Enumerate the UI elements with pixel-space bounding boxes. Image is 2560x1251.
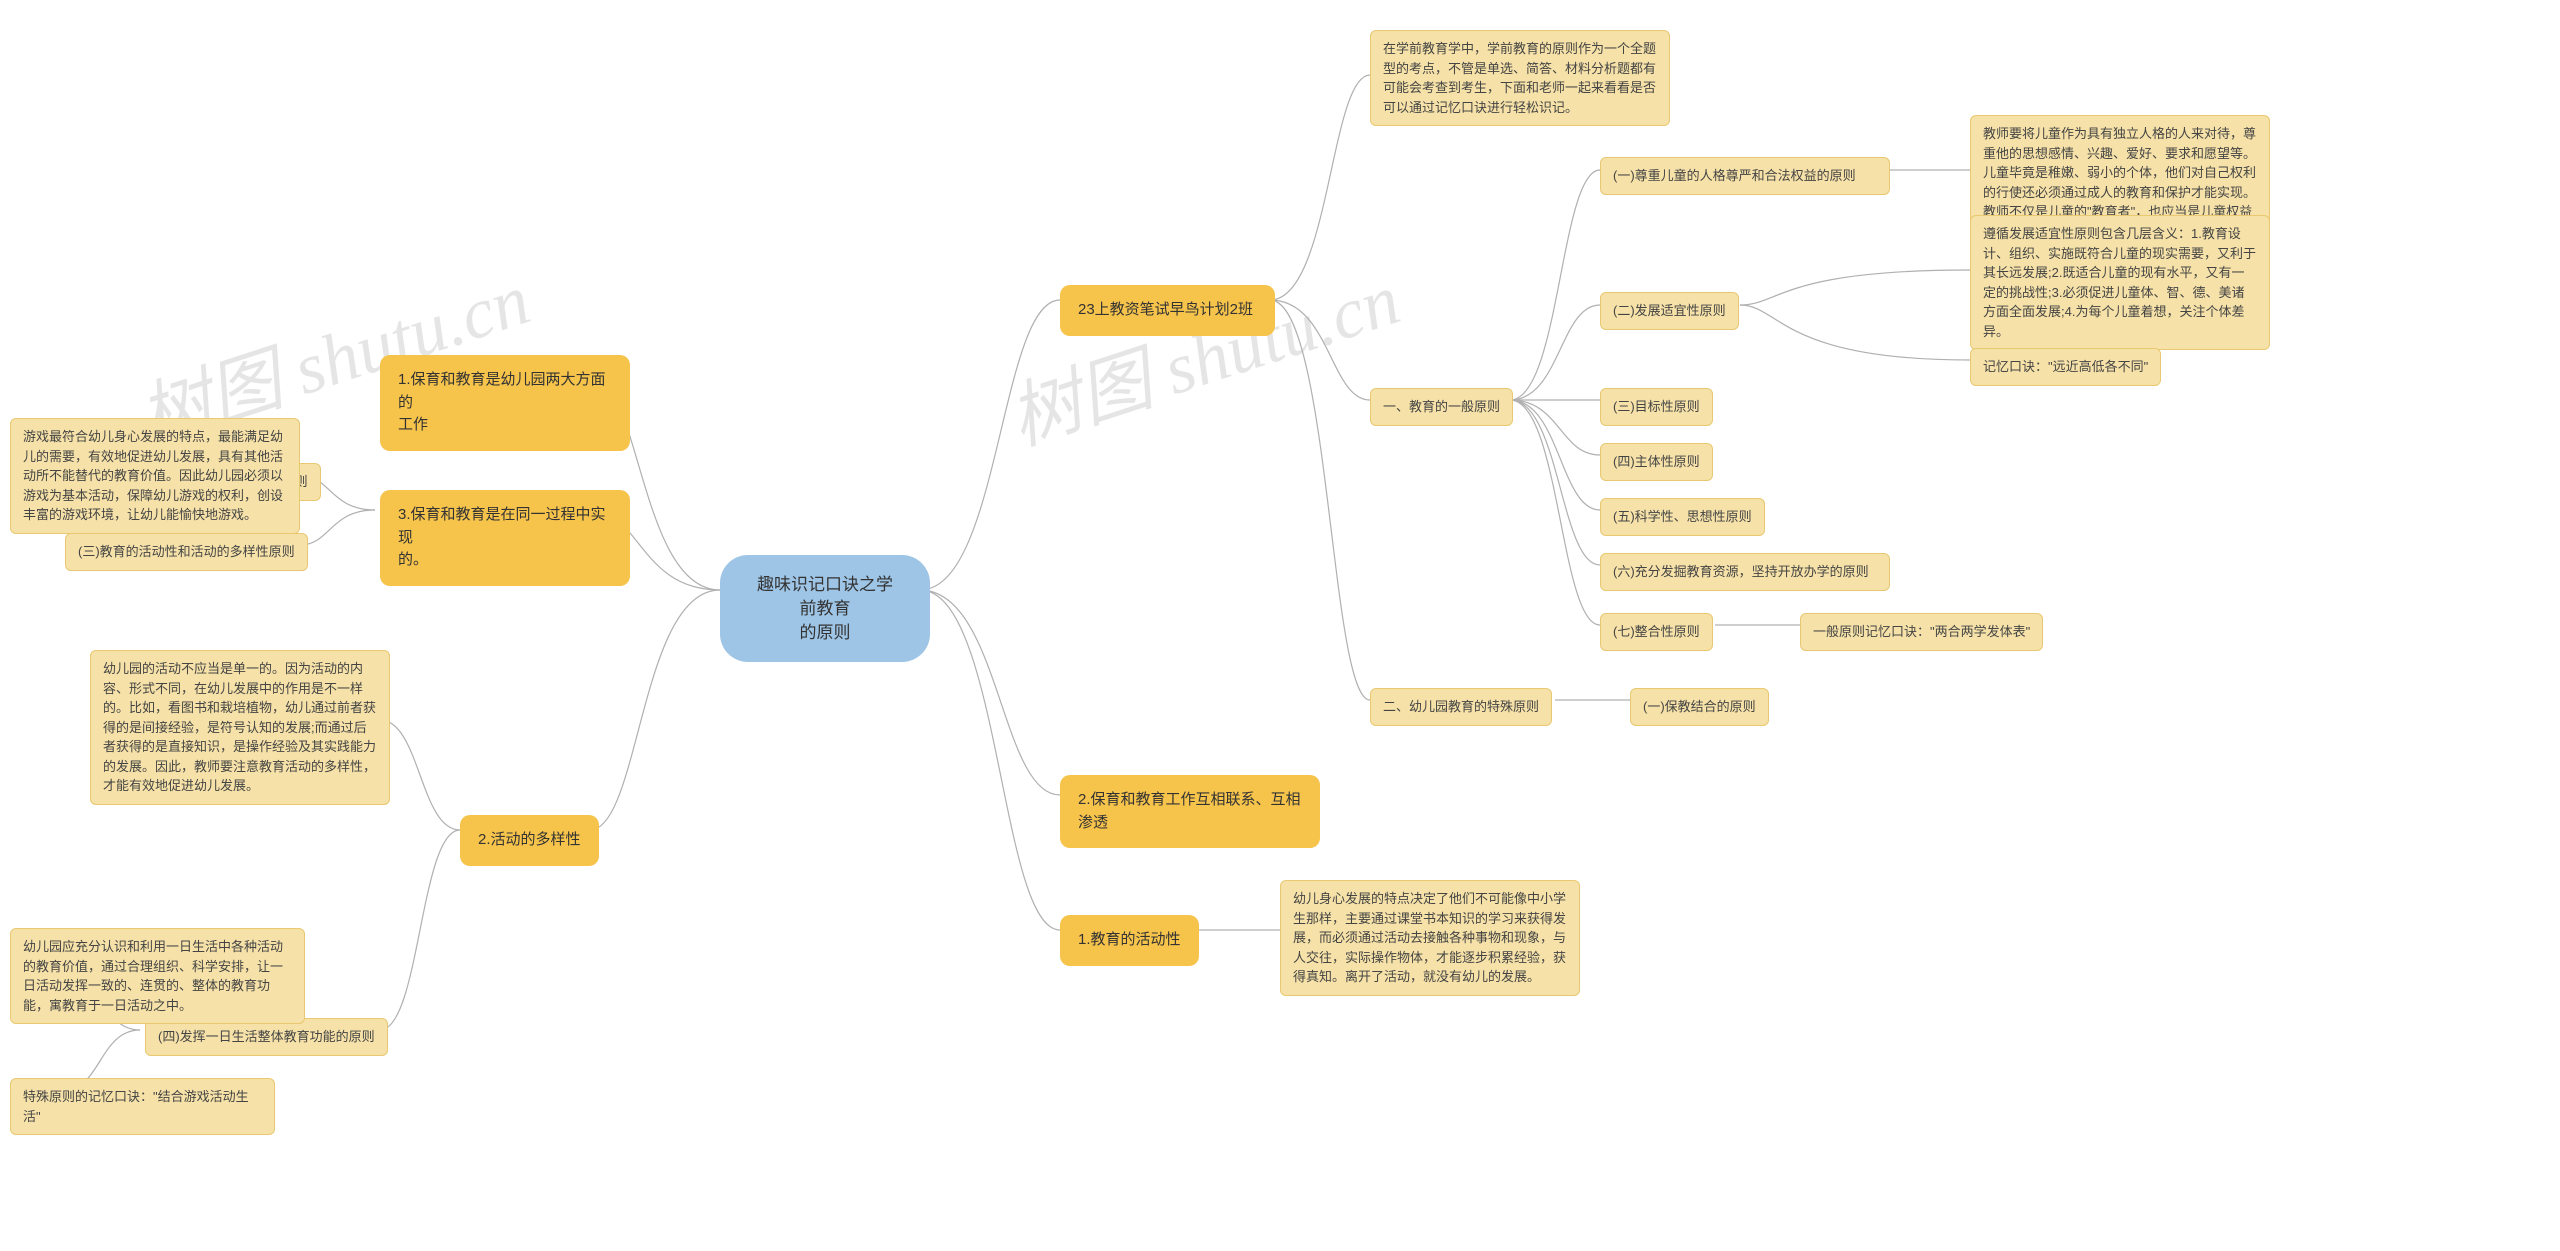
sub1-b-detail: 遵循发展适宜性原则包含几层含义：1.教育设计、组织、实施既符合儿童的现实需要，又… [1970, 215, 2270, 350]
right-n1-sub2[interactable]: 二、幼儿园教育的特殊原则 [1370, 688, 1552, 726]
left-n3-a-mnemonic: 特殊原则的记忆口诀："结合游戏活动生活" [10, 1078, 275, 1135]
sub1-g[interactable]: (七)整合性原则 [1600, 613, 1713, 651]
left-n3-a-detail: 幼儿园应充分认识和利用一日生活中各种活动的教育价值，通过合理组织、科学安排，让一… [10, 928, 305, 1024]
sub1-b-mnemonic: 记忆口诀："远近高低各不同" [1970, 348, 2161, 386]
left-n2-b[interactable]: (三)教育的活动性和活动的多样性原则 [65, 533, 308, 571]
sub1-d[interactable]: (四)主体性原则 [1600, 443, 1713, 481]
right-n3[interactable]: 1.教育的活动性 [1060, 915, 1199, 966]
left-n1[interactable]: 1.保育和教育是幼儿园两大方面的 工作 [380, 355, 630, 451]
sub1-f[interactable]: (六)充分发掘教育资源，坚持开放办学的原则 [1600, 553, 1890, 591]
sub1-a[interactable]: (一)尊重儿童的人格尊严和合法权益的原则 [1600, 157, 1890, 195]
right-n2[interactable]: 2.保育和教育工作互相联系、互相 渗透 [1060, 775, 1320, 848]
sub2-a[interactable]: (一)保教结合的原则 [1630, 688, 1769, 726]
sub1-e[interactable]: (五)科学性、思想性原则 [1600, 498, 1765, 536]
sub1-g-mnemonic: 一般原则记忆口诀："两合两学发体表" [1800, 613, 2043, 651]
watermark: 树图 shutu.cn [994, 240, 1411, 465]
left-n2[interactable]: 3.保育和教育是在同一过程中实现 的。 [380, 490, 630, 586]
right-n3-detail: 幼儿身心发展的特点决定了他们不可能像中小学生那样，主要通过课堂书本知识的学习来获… [1280, 880, 1580, 996]
root-line2: 的原则 [800, 623, 851, 642]
right-n2-line1: 2.保育和教育工作互相联系、互相 [1078, 791, 1301, 808]
left-n2-a-detail: 游戏最符合幼儿身心发展的特点，最能满足幼儿的需要，有效地促进幼儿发展，具有其他活… [10, 418, 300, 534]
left-n3[interactable]: 2.活动的多样性 [460, 815, 599, 866]
root-node[interactable]: 趣味识记口诀之学前教育 的原则 [720, 555, 930, 662]
left-n3-detail: 幼儿园的活动不应当是单一的。因为活动的内容、形式不同，在幼儿发展中的作用是不一样… [90, 650, 390, 805]
left-n1-line2: 工作 [398, 416, 428, 433]
right-n1-sub1[interactable]: 一、教育的一般原则 [1370, 388, 1513, 426]
root-line1: 趣味识记口诀之学前教育 [757, 575, 893, 618]
right-n1-intro: 在学前教育学中，学前教育的原则作为一个全题型的考点，不管是单选、简答、材料分析题… [1370, 30, 1670, 126]
sub1-c[interactable]: (三)目标性原则 [1600, 388, 1713, 426]
sub1-b[interactable]: (二)发展适宜性原则 [1600, 292, 1739, 330]
right-n2-line2: 渗透 [1078, 814, 1108, 831]
left-n2-line1: 3.保育和教育是在同一过程中实现 [398, 506, 606, 546]
right-n1[interactable]: 23上教资笔试早鸟计划2班 [1060, 285, 1275, 336]
left-n2-line2: 的。 [398, 551, 428, 568]
left-n1-line1: 1.保育和教育是幼儿园两大方面的 [398, 371, 606, 411]
